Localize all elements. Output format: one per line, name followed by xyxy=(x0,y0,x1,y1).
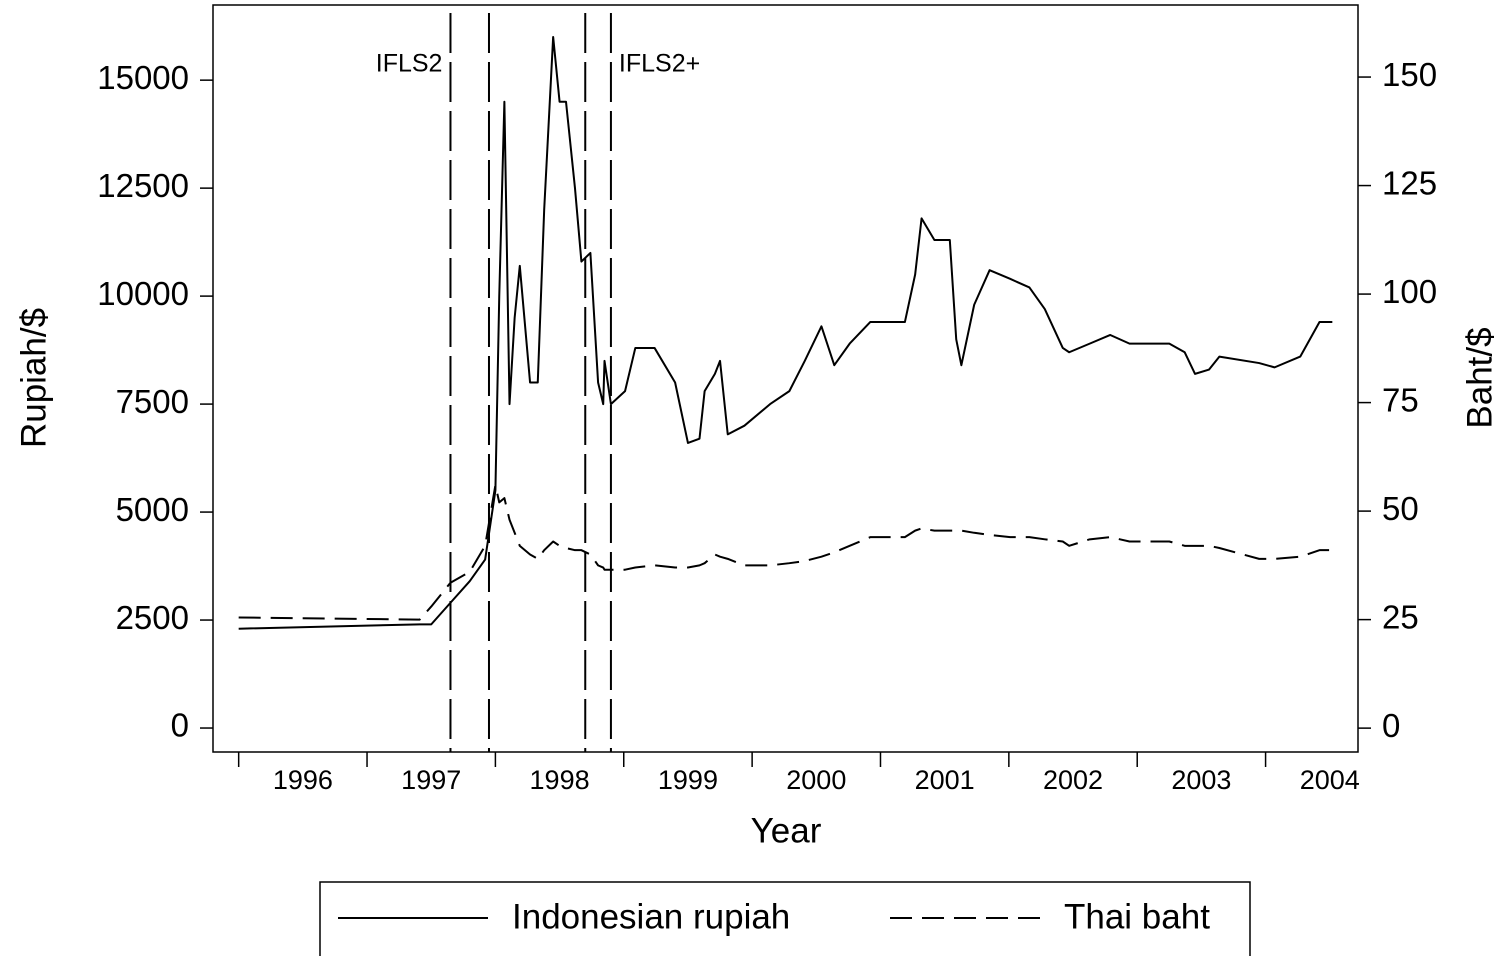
y-tick-label: 5000 xyxy=(116,491,189,528)
y-axis-title: Rupiah/$ xyxy=(14,308,53,448)
y-tick-label: 12500 xyxy=(97,167,189,204)
y-tick-label: 7500 xyxy=(116,383,189,420)
annotation: IFLS2 xyxy=(376,50,443,78)
y2-tick-label: 75 xyxy=(1382,381,1419,418)
y-tick-label: 15000 xyxy=(97,59,189,96)
x-tick-label: 2002 xyxy=(1043,765,1103,795)
x-tick-label: 2000 xyxy=(786,765,846,795)
x-axis-title: Year xyxy=(751,811,822,850)
y2-tick-label: 100 xyxy=(1382,273,1437,310)
y2-tick-label: 125 xyxy=(1382,164,1437,201)
annotation: IFLS2+ xyxy=(619,50,700,78)
x-tick-label: 1997 xyxy=(401,765,461,795)
x-tick-label: 1999 xyxy=(658,765,718,795)
y2-tick-label: 150 xyxy=(1382,56,1437,93)
x-tick-label: 1996 xyxy=(273,765,333,795)
x-tick-label: 2004 xyxy=(1300,765,1360,795)
y-tick-label: 10000 xyxy=(97,275,189,312)
y2-tick-label: 0 xyxy=(1382,707,1400,744)
plot-frame xyxy=(212,4,1359,753)
legend-box xyxy=(319,881,1251,956)
y2-tick-label: 50 xyxy=(1382,490,1419,527)
y-tick-label: 2500 xyxy=(116,599,189,636)
x-tick-label: 1998 xyxy=(530,765,590,795)
series-line xyxy=(238,484,1333,621)
legend-label: Indonesian rupiah xyxy=(512,897,790,936)
series-line xyxy=(238,35,1333,630)
y2-tick-label: 25 xyxy=(1382,598,1419,635)
x-tick-label: 2003 xyxy=(1171,765,1231,795)
y2-axis-title: Baht/$ xyxy=(1460,327,1499,428)
legend-label: Thai baht xyxy=(1064,897,1210,936)
x-tick-label: 2001 xyxy=(915,765,975,795)
y-tick-label: 0 xyxy=(171,707,189,744)
